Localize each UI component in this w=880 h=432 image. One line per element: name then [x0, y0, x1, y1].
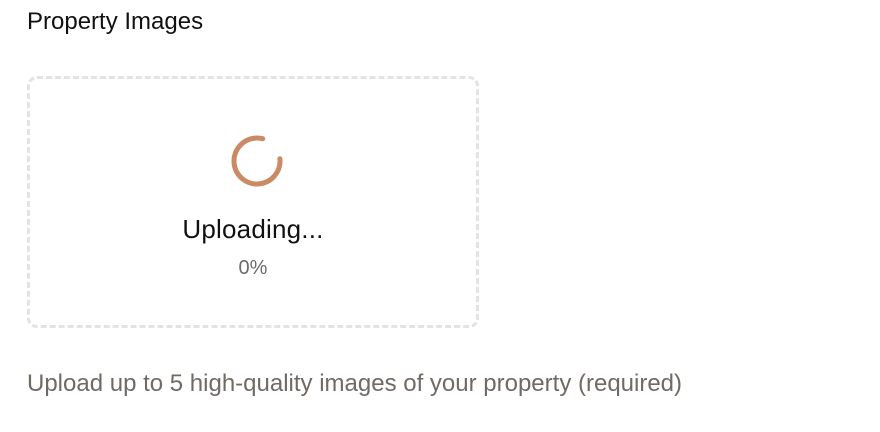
section-title: Property Images	[27, 8, 204, 35]
loading-spinner-icon	[230, 134, 284, 188]
upload-helper-text: Upload up to 5 high-quality images of yo…	[27, 370, 683, 397]
upload-status-label: Uploading...	[182, 214, 324, 244]
upload-progress-percent: 0%	[238, 257, 268, 279]
image-upload-dropzone[interactable]: Uploading... 0%	[27, 76, 479, 328]
